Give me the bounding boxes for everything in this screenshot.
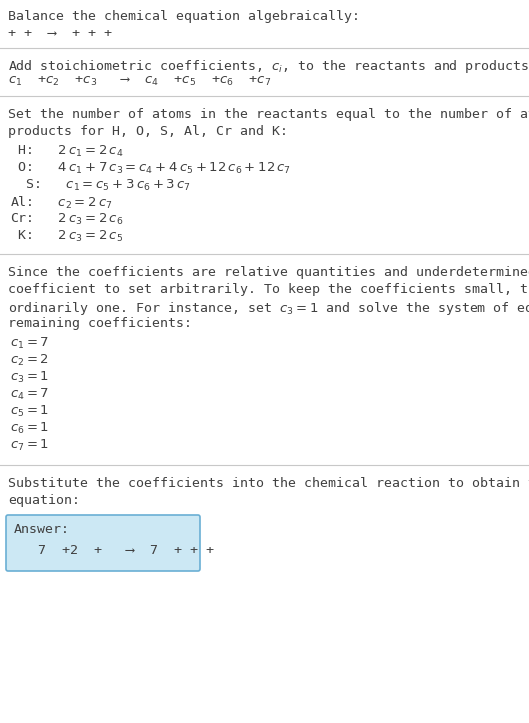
Text: remaining coefficients:: remaining coefficients: bbox=[8, 317, 192, 330]
Text: coefficient to set arbitrarily. To keep the coefficients small, the arbitrary va: coefficient to set arbitrarily. To keep … bbox=[8, 283, 529, 296]
Text: ordinarily one. For instance, set $c_3 = 1$ and solve the system of equations fo: ordinarily one. For instance, set $c_3 =… bbox=[8, 300, 529, 317]
Text: $c_2 = 2$: $c_2 = 2$ bbox=[10, 353, 49, 368]
Text: Substitute the coefficients into the chemical reaction to obtain the balanced: Substitute the coefficients into the che… bbox=[8, 477, 529, 490]
Text: Cr:   $2\,c_3 = 2\,c_6$: Cr: $2\,c_3 = 2\,c_6$ bbox=[10, 212, 123, 227]
Text: Answer:: Answer: bbox=[14, 523, 70, 536]
Text: Al:   $c_2 = 2\,c_7$: Al: $c_2 = 2\,c_7$ bbox=[10, 195, 113, 211]
Text: Since the coefficients are relative quantities and underdetermined, choose a: Since the coefficients are relative quan… bbox=[8, 266, 529, 279]
Text: S:   $c_1 = c_5 + 3\,c_6 + 3\,c_7$: S: $c_1 = c_5 + 3\,c_6 + 3\,c_7$ bbox=[10, 178, 191, 193]
Text: O:   $4\,c_1 + 7\,c_3 = c_4 + 4\,c_5 + 12\,c_6 + 12\,c_7$: O: $4\,c_1 + 7\,c_3 = c_4 + 4\,c_5 + 12\… bbox=[10, 161, 291, 176]
Text: 7  +2  +   ⟶  7  + + +: 7 +2 + ⟶ 7 + + + bbox=[14, 544, 214, 557]
Text: $c_5 = 1$: $c_5 = 1$ bbox=[10, 404, 49, 419]
Text: Set the number of atoms in the reactants equal to the number of atoms in the: Set the number of atoms in the reactants… bbox=[8, 108, 529, 121]
Text: Add stoichiometric coefficients, $c_i$, to the reactants and products:: Add stoichiometric coefficients, $c_i$, … bbox=[8, 58, 529, 75]
Text: products for H, O, S, Al, Cr and K:: products for H, O, S, Al, Cr and K: bbox=[8, 125, 288, 138]
Text: equation:: equation: bbox=[8, 494, 80, 507]
Text: $c_1 = 7$: $c_1 = 7$ bbox=[10, 336, 49, 351]
Text: H:   $2\,c_1 = 2\,c_4$: H: $2\,c_1 = 2\,c_4$ bbox=[10, 144, 123, 159]
Text: + +  ⟶  + + +: + + ⟶ + + + bbox=[8, 27, 112, 40]
FancyBboxPatch shape bbox=[6, 515, 200, 571]
Text: $c_1$  +$c_2$  +$c_3$   ⟶  $c_4$  +$c_5$  +$c_6$  +$c_7$: $c_1$ +$c_2$ +$c_3$ ⟶ $c_4$ +$c_5$ +$c_6… bbox=[8, 75, 271, 88]
Text: K:   $2\,c_3 = 2\,c_5$: K: $2\,c_3 = 2\,c_5$ bbox=[10, 229, 123, 244]
Text: Balance the chemical equation algebraically:: Balance the chemical equation algebraica… bbox=[8, 10, 360, 23]
Text: $c_7 = 1$: $c_7 = 1$ bbox=[10, 438, 49, 453]
Text: $c_6 = 1$: $c_6 = 1$ bbox=[10, 421, 49, 436]
Text: $c_4 = 7$: $c_4 = 7$ bbox=[10, 387, 49, 402]
Text: $c_3 = 1$: $c_3 = 1$ bbox=[10, 370, 49, 385]
